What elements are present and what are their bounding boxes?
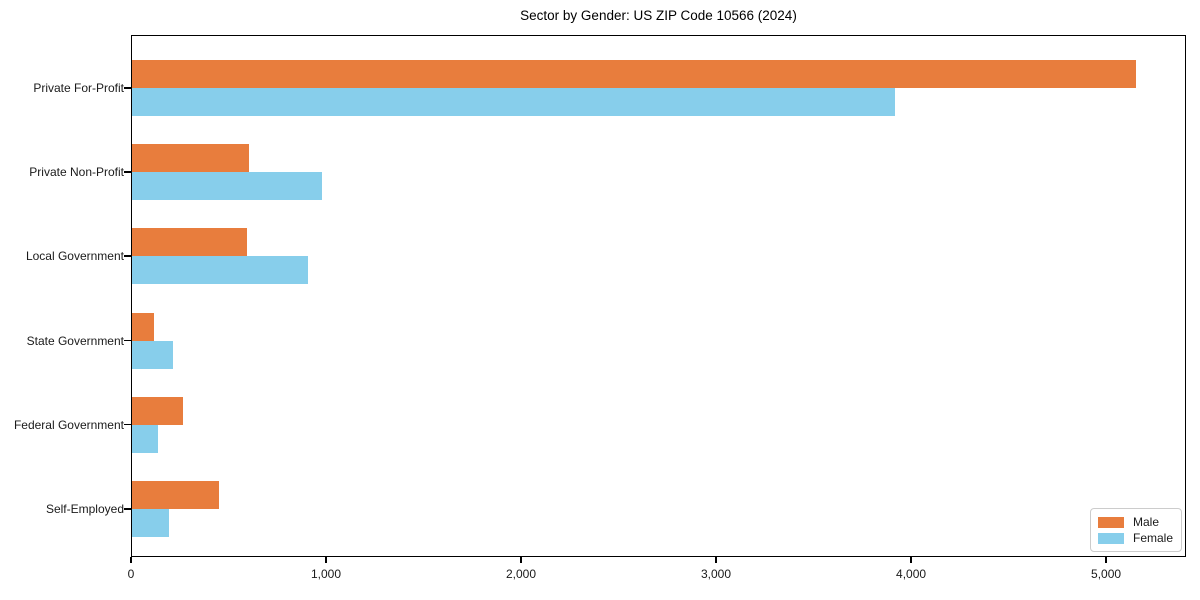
y-axis-label-self-employed: Self-Employed bbox=[45, 502, 124, 516]
y-tick-mark bbox=[124, 423, 131, 426]
x-axis-label-0: 0 bbox=[127, 567, 135, 581]
x-axis-label-3-000: 3,000 bbox=[701, 567, 732, 581]
legend-entry-female: Female bbox=[1098, 530, 1174, 546]
bar-self-employed-female bbox=[132, 509, 170, 537]
bar-private-non-profit-female bbox=[132, 172, 323, 201]
y-tick-mark bbox=[124, 508, 131, 510]
bar-private-non-profit-male bbox=[132, 144, 249, 173]
bar-private-for-profit-male bbox=[132, 60, 1137, 88]
x-tick-mark bbox=[130, 557, 132, 563]
bar-self-employed-male bbox=[132, 481, 219, 509]
x-axis-label-4-000: 4,000 bbox=[896, 567, 927, 581]
y-axis-label-private-for-profit: Private For-Profit bbox=[33, 81, 124, 95]
y-axis-label-state-government: State Government bbox=[26, 333, 124, 348]
x-tick-mark bbox=[325, 557, 327, 563]
bar-federal-government-male bbox=[132, 396, 183, 425]
y-tick-mark bbox=[124, 255, 131, 257]
legend: Male Female bbox=[1090, 508, 1182, 552]
x-tick-mark bbox=[715, 557, 717, 563]
x-tick-mark bbox=[520, 557, 522, 563]
y-tick-mark bbox=[124, 87, 131, 89]
bar-state-government-male bbox=[132, 312, 154, 341]
y-tick-mark bbox=[124, 171, 131, 173]
bar-state-government-female bbox=[132, 340, 173, 369]
legend-entry-male: Male bbox=[1098, 514, 1174, 530]
y-axis-label-local-government: Local Government bbox=[25, 249, 124, 264]
y-tick-mark bbox=[124, 339, 131, 342]
bar-private-for-profit-female bbox=[132, 88, 895, 116]
plot-area bbox=[131, 35, 1186, 557]
chart-title: Sector by Gender: US ZIP Code 10566 (202… bbox=[520, 8, 797, 23]
bar-local-government-female bbox=[132, 256, 308, 285]
x-tick-mark bbox=[1105, 557, 1107, 563]
x-tick-mark bbox=[910, 557, 912, 563]
legend-label-female: Female bbox=[1133, 531, 1174, 545]
bar-local-government-male bbox=[132, 228, 248, 257]
x-axis-label-1-000: 1,000 bbox=[310, 567, 342, 581]
legend-label-male: Male bbox=[1133, 515, 1160, 529]
bar-federal-government-female bbox=[132, 424, 159, 453]
legend-swatch-male bbox=[1098, 516, 1124, 528]
x-axis-label-2-000: 2,000 bbox=[506, 567, 537, 581]
y-axis-label-federal-government: Federal Government bbox=[13, 417, 124, 432]
x-axis-label-5-000: 5,000 bbox=[1091, 567, 1122, 581]
y-axis-label-private-non-profit: Private Non-Profit bbox=[29, 165, 124, 180]
legend-swatch-female bbox=[1098, 532, 1124, 544]
